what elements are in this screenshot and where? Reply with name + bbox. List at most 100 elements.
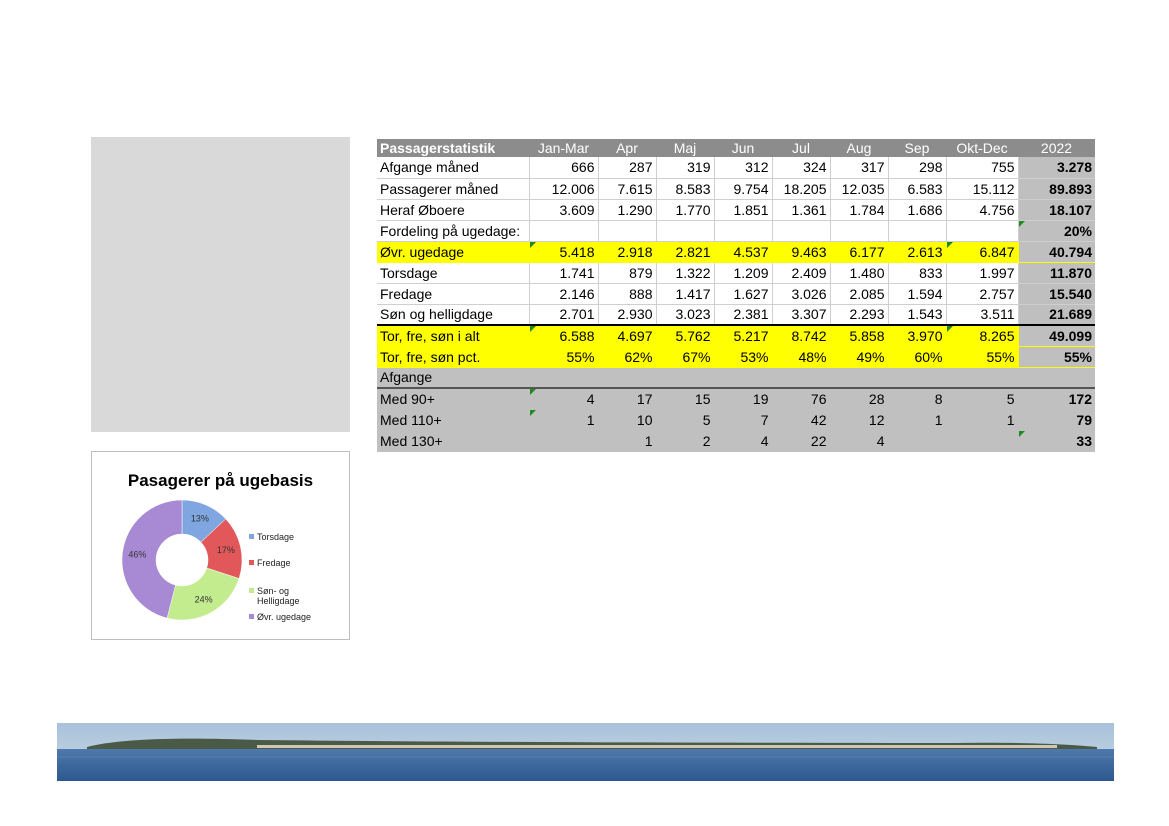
cell-value: 1.209: [733, 264, 769, 281]
cell-value: 312: [745, 159, 769, 176]
cell-value: 2.821: [675, 243, 711, 260]
cell-value: 28: [868, 390, 885, 407]
passenger-statistics-table: Passagerstatistik Jan-Mar Apr Maj Jun Jul Aug S…: [377, 139, 1095, 452]
cell-value: 60%: [914, 348, 943, 365]
table-cell: 19: [714, 387, 773, 410]
cell-value: 42: [810, 411, 827, 428]
cell-value: 3.307: [791, 306, 827, 323]
cell-value: 62%: [624, 348, 653, 365]
cell-value: 3.609: [559, 201, 595, 218]
table-cell: 55%: [529, 346, 599, 368]
table-cell: 312: [714, 157, 773, 179]
cell-value: 2.409: [791, 264, 827, 281]
cell-value: 9.754: [733, 180, 769, 197]
row-total: 55%: [1018, 346, 1095, 368]
legend-swatch: [249, 614, 254, 619]
cell-value: 2.085: [849, 285, 885, 302]
row-label: Tor, fre, søn pct.: [377, 346, 530, 368]
table-cell: 15.112: [946, 178, 1019, 200]
table-cell: 76: [772, 387, 831, 410]
table-row: Øvr. ugedage 5.418 2.918 2.821 4.537 9.463 6.1…: [377, 241, 1095, 263]
table-cell: 1.322: [656, 262, 715, 284]
column-header: Jan-Mar: [529, 139, 598, 157]
cell-value: 48%: [798, 348, 827, 365]
table-cell: [529, 220, 599, 242]
table-cell: 2.085: [830, 283, 889, 305]
cell-value: 3.026: [791, 285, 827, 302]
slice-label: 46%: [128, 549, 146, 559]
row-label: Afgange måned: [377, 157, 530, 179]
row-total: 20%: [1018, 220, 1095, 242]
cell-value: 1.322: [675, 264, 711, 281]
table-cell: 4: [830, 430, 889, 452]
total-value: 79: [1076, 411, 1092, 428]
column-header: Apr: [598, 139, 656, 157]
row-label: Søn og helligdage: [377, 304, 530, 326]
table-cell: 5.858: [830, 324, 889, 347]
total-value: 15.540: [1049, 285, 1092, 302]
cell-value: 6.588: [559, 327, 595, 344]
cell-value: 2.701: [559, 306, 595, 323]
legend-label-line: Øvr. ugedage: [257, 612, 312, 622]
cell-value: 10: [636, 411, 653, 428]
table-cell: 3.609: [529, 199, 599, 221]
cell-value: 1.741: [559, 264, 595, 281]
row-total: 49.099: [1018, 324, 1095, 347]
table-cell: [772, 367, 831, 389]
table-cell: 4.537: [714, 241, 773, 263]
cell-value: 4: [876, 432, 885, 449]
cell-value: 8.742: [791, 327, 827, 344]
comment-marker-icon: [946, 241, 953, 248]
cell-value: 4: [586, 390, 595, 407]
table-cell: 1.594: [888, 283, 947, 305]
cell-value: 3.970: [907, 327, 943, 344]
sea-banner-image: [57, 723, 1114, 781]
row-label: Fredage: [377, 283, 530, 305]
cell-value: 1.784: [849, 201, 885, 218]
cell-value: 287: [629, 159, 653, 176]
table-cell: 1.686: [888, 199, 947, 221]
table-cell: [830, 367, 889, 389]
table-cell: 53%: [714, 346, 773, 368]
cell-value: 5: [702, 411, 711, 428]
table-cell: [598, 220, 657, 242]
cell-value: 2: [702, 432, 711, 449]
cell-value: 1.770: [675, 201, 711, 218]
row-total: 21.689: [1018, 304, 1095, 326]
table-cell: 287: [598, 157, 657, 179]
cell-value: 1: [1006, 411, 1015, 428]
table-cell: 5.418: [529, 241, 599, 263]
table-cell: 12.035: [830, 178, 889, 200]
comment-marker-icon: [529, 409, 536, 416]
table-cell: 2.293: [830, 304, 889, 326]
cell-value: 1.594: [907, 285, 943, 302]
total-value: 3.278: [1056, 159, 1092, 176]
donut-slice: [121, 499, 183, 619]
cell-value: 5.762: [675, 327, 711, 344]
table-cell: 1.361: [772, 199, 831, 221]
table-cell: 879: [598, 262, 657, 284]
row-total: [1018, 367, 1095, 389]
cell-value: 6.847: [979, 243, 1015, 260]
cell-value: 7: [760, 411, 769, 428]
table-cell: 324: [772, 157, 831, 179]
cell-value: 5.217: [733, 327, 769, 344]
total-value: 20%: [1063, 222, 1092, 239]
table-cell: 12: [830, 409, 889, 431]
comment-marker-icon: [529, 389, 536, 395]
row-total: 15.540: [1018, 283, 1095, 305]
table-cell: 9.463: [772, 241, 831, 263]
row-label: Torsdage: [377, 262, 530, 284]
table-cell: 1.543: [888, 304, 947, 326]
table-cell: [656, 367, 715, 389]
cell-value: 76: [810, 390, 827, 407]
cell-value: 22: [810, 432, 827, 449]
row-label: Tor, fre, søn i alt: [377, 324, 530, 347]
cell-value: 298: [919, 159, 943, 176]
table-cell: 2.146: [529, 283, 599, 305]
total-value: 55%: [1063, 348, 1092, 365]
row-total: 79: [1018, 409, 1095, 431]
table-cell: 9.754: [714, 178, 773, 200]
cell-value: 324: [803, 159, 827, 176]
donut-chart-plot: 13% 17% 24% 46%: [121, 499, 243, 621]
